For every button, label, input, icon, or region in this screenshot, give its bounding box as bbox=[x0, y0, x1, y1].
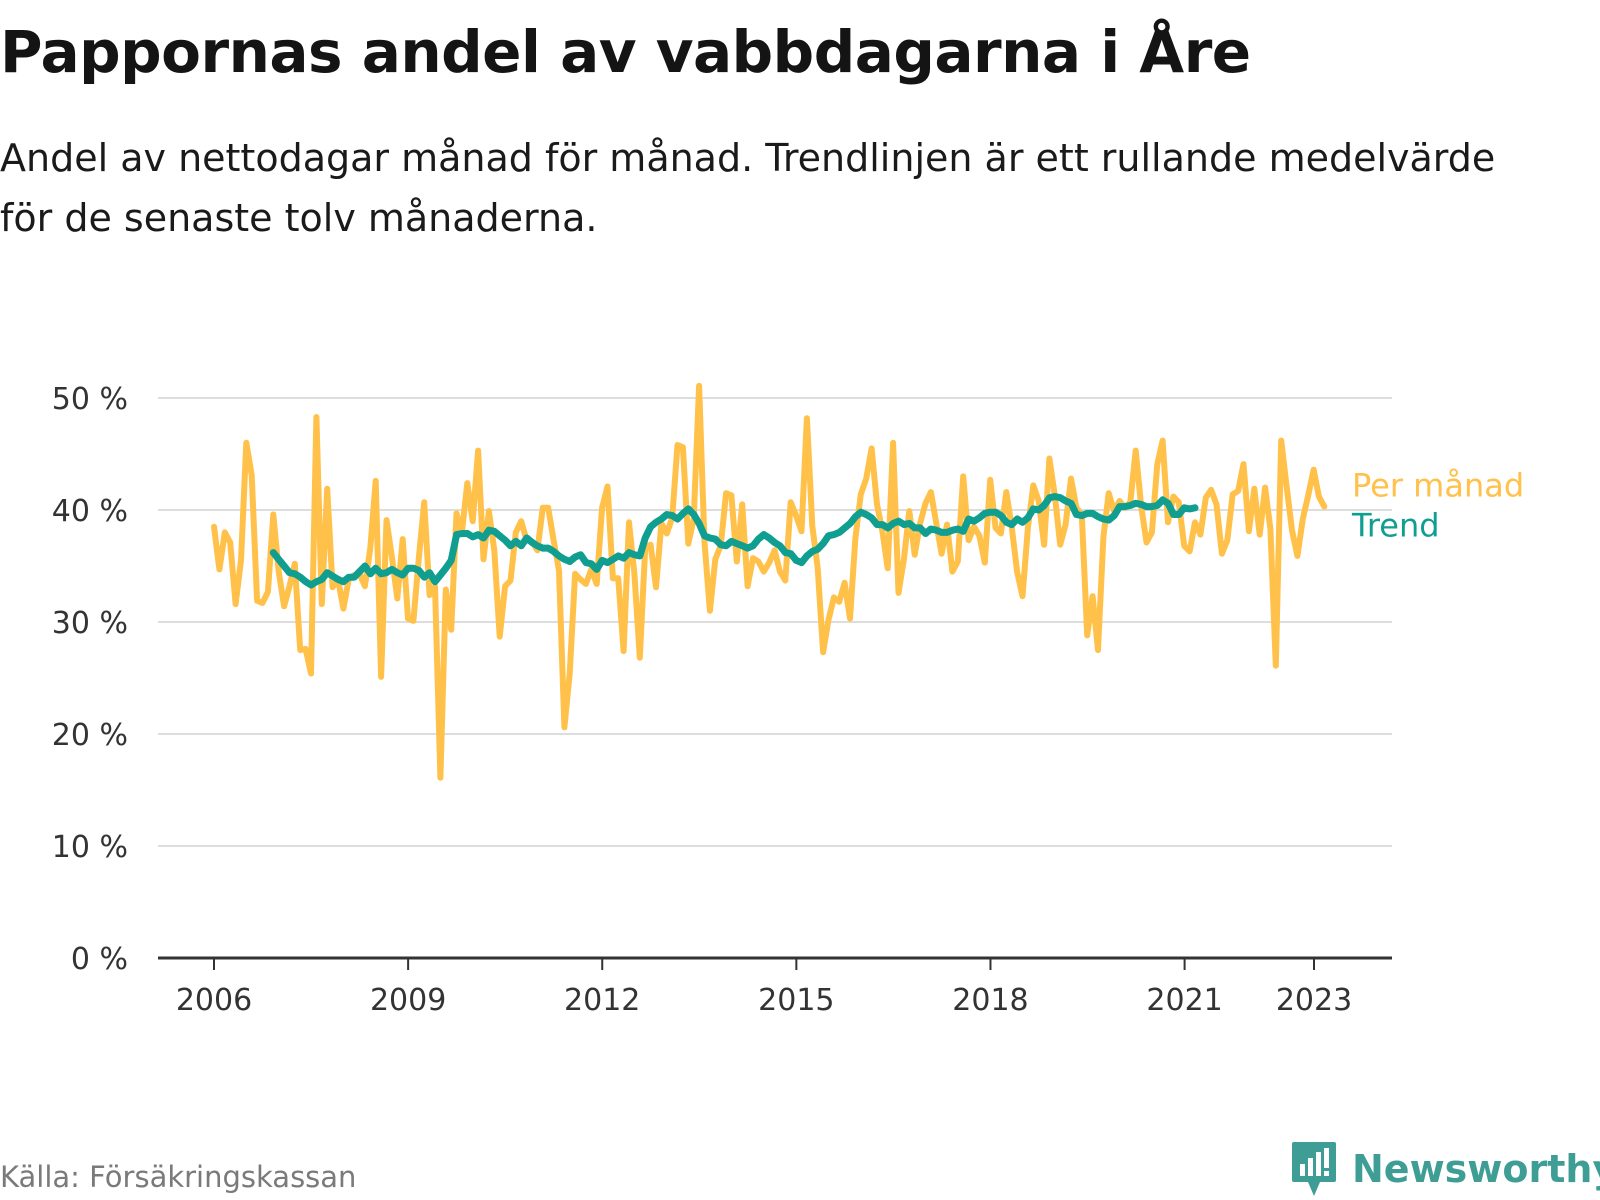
x-tick-label: 2023 bbox=[1276, 983, 1352, 1018]
gridlines bbox=[158, 397, 1392, 847]
chart-title: Pappornas andel av vabbdagarna i Åre bbox=[0, 18, 1251, 86]
y-tick-label: 20 % bbox=[52, 718, 128, 753]
x-axis: 2006 2009 2012 2015 2018 2021 2023 bbox=[158, 956, 1392, 1018]
x-tick-label: 2012 bbox=[564, 983, 640, 1018]
legend-label-1: Trend bbox=[1351, 507, 1440, 545]
brand-name: Newsworthy bbox=[1352, 1147, 1600, 1191]
chart-subtitle: Andel av nettodagar månad för månad. Tre… bbox=[0, 136, 1496, 240]
newsworthy-icon bbox=[1292, 1142, 1336, 1196]
x-tick-label: 2018 bbox=[952, 983, 1028, 1018]
brand-logo: Newsworthy bbox=[1290, 1140, 1600, 1198]
y-tick-label: 30 % bbox=[52, 606, 128, 641]
y-tick-label: 10 % bbox=[52, 830, 128, 865]
series-line-trend bbox=[269, 493, 1199, 589]
x-tick-label: 2009 bbox=[370, 983, 446, 1018]
y-tick-label: 0 % bbox=[71, 942, 128, 977]
x-tick-label: 2006 bbox=[176, 983, 252, 1018]
y-tick-label: 50 % bbox=[52, 382, 128, 417]
x-tick-label: 2021 bbox=[1146, 983, 1222, 1018]
source-note: Källa: Försäkringskassan bbox=[0, 1160, 357, 1194]
x-tick-label: 2015 bbox=[758, 983, 834, 1018]
y-tick-label: 40 % bbox=[52, 494, 128, 529]
series-line-per-manad bbox=[211, 382, 1328, 781]
series-lines bbox=[211, 382, 1328, 781]
y-axis-ticks: 0 % 10 % 20 % 30 % 40 % 50 % bbox=[52, 382, 128, 977]
legend-label-0: Per månad bbox=[1352, 466, 1524, 504]
